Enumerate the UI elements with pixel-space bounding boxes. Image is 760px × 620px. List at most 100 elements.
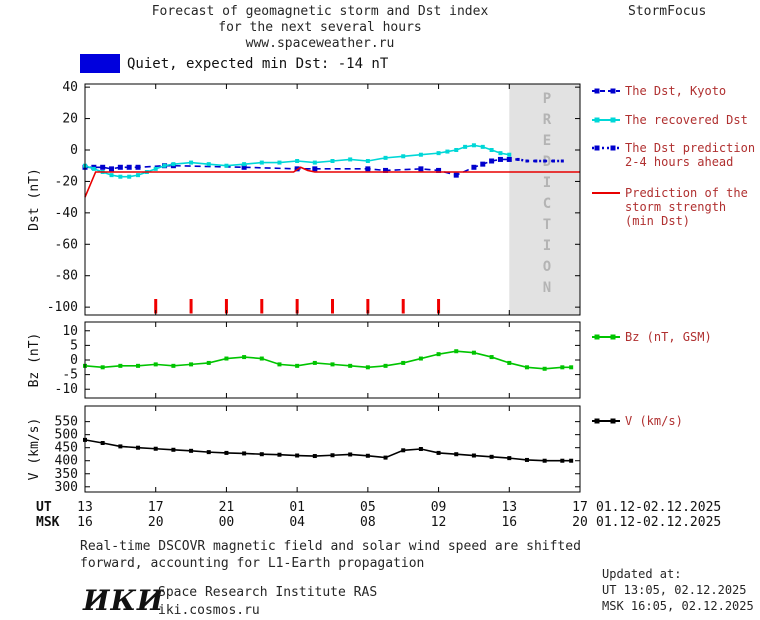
x-tick-label: 13 <box>501 500 517 515</box>
series-prediction-of-the-storm-strength-min-dst <box>84 166 580 198</box>
panel-frame <box>84 405 581 493</box>
title-line-3: www.spaceweather.ru <box>245 36 395 51</box>
y-tick-label: -100 <box>47 300 78 315</box>
x-tick-label: 04 <box>289 515 305 530</box>
footer-note: Real-time DSCOVR magnetic field and sola… <box>80 538 581 572</box>
y-tick-label: 500 <box>55 428 78 443</box>
x-tick-label: 09 <box>431 500 447 515</box>
series-the-dst-prediction-2-4-hours-ahead <box>507 157 564 163</box>
y-tick-label: -60 <box>55 237 78 252</box>
series-bz-nt-gsm <box>83 349 574 371</box>
svg-text:E: E <box>543 133 551 149</box>
legend-dst-kyoto: The Dst, Kyoto <box>592 84 726 98</box>
legend-v: V (km/s) <box>592 414 683 428</box>
legend-dst-kyoto-label: The Dst, Kyoto <box>625 84 727 98</box>
updated-block: Updated at: UT 13:05, 02.12.2025 MSK 16:… <box>602 566 754 614</box>
svg-text:P: P <box>543 91 551 107</box>
x-tick-label: 05 <box>360 500 376 515</box>
legend-swatch-the-recovered-dst <box>592 117 620 123</box>
x-tick-label: 16 <box>501 515 517 530</box>
brand-label: StormFocus <box>628 4 707 19</box>
msk-row-date-range: 01.12-02.12.2025 <box>596 515 721 530</box>
svg-text:O: O <box>543 259 551 275</box>
y-tick-label: -20 <box>55 174 78 189</box>
x-tick-label: 08 <box>360 515 376 530</box>
status-text: Quiet, expected min Dst: -14 nT <box>127 56 389 72</box>
x-tick-label: 20 <box>148 515 164 530</box>
legend-swatch-v-km-s <box>592 418 620 424</box>
x-tick-label: 20 <box>572 515 588 530</box>
panel-dst: 40 20 0 -20 -40 -60 -80 -100 Dst (nT) <box>27 80 581 316</box>
y-axis-label: Bz (nT) <box>27 333 42 388</box>
x-tick-label: 16 <box>77 515 93 530</box>
y-tick-label: 40 <box>62 80 78 95</box>
legend-storm-prediction-label: Prediction of the storm strength (min Dst) <box>625 186 748 228</box>
y-axis-label: Dst (nT) <box>27 168 42 231</box>
legend-dst-prediction: The Dst prediction 2-4 hours ahead <box>592 141 755 169</box>
y-tick-label: 450 <box>55 441 78 456</box>
svg-text:I: I <box>543 175 551 191</box>
legend-swatch-the-dst-kyoto <box>592 88 620 94</box>
updated-msk: MSK 16:05, 02.12.2025 <box>602 599 754 613</box>
panel-frame <box>84 321 581 399</box>
legend-swatch-prediction-of-the-storm-strength-min-dst <box>592 192 620 194</box>
legend-recovered-dst-label: The recovered Dst <box>625 113 748 127</box>
title-line-2: for the next several hours <box>218 20 422 35</box>
svg-text:R: R <box>543 112 552 128</box>
y-tick-label: 20 <box>62 112 78 127</box>
svg-text:C: C <box>543 196 551 212</box>
legend-bz-label: Bz (nT, GSM) <box>625 330 712 344</box>
legend-v-label: V (km/s) <box>625 414 683 428</box>
updated-label: Updated at: <box>602 567 682 581</box>
title-line-1: Forecast of geomagnetic storm and Dst in… <box>151 4 489 19</box>
svg-text:T: T <box>543 217 551 233</box>
page-title: Forecast of geomagnetic storm and Dst in… <box>70 4 570 52</box>
y-tick-label: -80 <box>55 269 78 284</box>
y-tick-label: 5 <box>70 338 78 353</box>
series-v-km-s <box>83 437 574 463</box>
ut-row-label: UT <box>36 500 52 515</box>
legend-swatch-bz-nt-gsm <box>592 334 620 340</box>
y-tick-label: 550 <box>55 415 78 430</box>
y-tick-label: 400 <box>55 454 78 469</box>
msk-row-label: MSK <box>36 515 60 530</box>
svg-text:N: N <box>543 280 551 296</box>
footer-note-line-2: forward, accounting for L1-Earth propaga… <box>80 556 425 571</box>
institute-name: Space Research Institute RAS <box>158 585 378 600</box>
x-tick-label: 01 <box>289 500 305 515</box>
y-tick-label: 300 <box>55 480 78 495</box>
x-tick-label: 13 <box>77 500 93 515</box>
iki-logo: ИКИ <box>83 584 165 617</box>
y-tick-label: 350 <box>55 467 78 482</box>
y-axis-label: V (km/s) <box>27 418 42 481</box>
y-tick-label: 0 <box>70 143 78 158</box>
updated-ut: UT 13:05, 02.12.2025 <box>602 583 747 597</box>
svg-text:I: I <box>543 238 551 254</box>
x-tick-label: 12 <box>431 515 447 530</box>
legend-storm-prediction: Prediction of the storm strength (min Dst) <box>592 186 748 228</box>
legend-bz: Bz (nT, GSM) <box>592 330 712 344</box>
institute-site: iki.cosmos.ru <box>158 603 260 618</box>
x-tick-label: 17 <box>572 500 588 515</box>
y-tick-label: -10 <box>55 382 78 397</box>
y-tick-label: -40 <box>55 206 78 221</box>
x-axis-labels: UT 13 17 21 01 05 09 13 17 01.12-02.12.2025 MSK 16 2… <box>36 500 721 530</box>
y-tick-label: 10 <box>62 324 78 339</box>
legend-swatch-the-dst-prediction-2-4-hours-ahead <box>592 145 620 151</box>
x-tick-label: 21 <box>219 500 235 515</box>
panel-frame <box>84 83 581 316</box>
x-tick-label: 00 <box>219 515 235 530</box>
y-tick-label: 0 <box>70 353 78 368</box>
y-tick-label: -5 <box>62 368 78 383</box>
legend-dst-prediction-label: The Dst prediction 2-4 hours ahead <box>625 141 756 169</box>
footer-note-line-1: Real-time DSCOVR magnetic field and sola… <box>80 539 581 554</box>
status-legend-swatch <box>80 54 120 73</box>
legend-recovered-dst: The recovered Dst <box>592 113 748 127</box>
x-tick-label: 17 <box>148 500 164 515</box>
ut-row-date-range: 01.12-02.12.2025 <box>596 500 721 515</box>
